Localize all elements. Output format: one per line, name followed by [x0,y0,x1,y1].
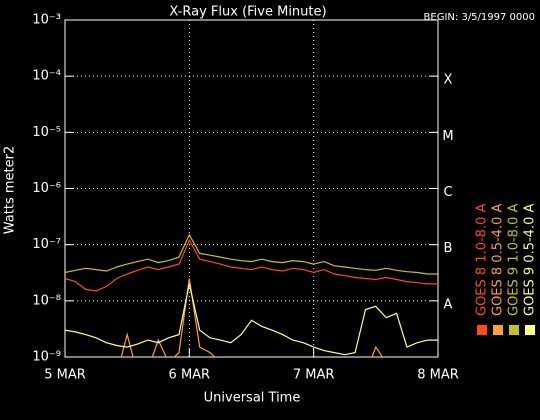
legend-label: GOES 8 0.5-4.0 A [491,204,506,316]
x-tick-label: 8 MAR [417,368,459,383]
series-line [65,233,438,275]
x-tick-label: 7 MAR [293,368,335,383]
series-line [65,238,438,292]
x-axis-label: Universal Time [204,391,301,406]
y-tick-label: 10⁻⁹ [32,350,61,365]
x-tick-label: 5 MAR [44,368,86,383]
y-tick-label: 10⁻⁷ [32,237,61,252]
legend-label: GOES 9 0.5-4.0 A [523,204,538,316]
y2-tick-label: X [444,73,453,88]
legend-label: GOES 9 1.0-8.0 A [507,204,522,316]
x-tick-label: 6 MAR [169,368,211,383]
series-line [65,283,438,356]
legend-swatch [493,325,503,335]
y-tick-label: 10⁻⁶ [32,181,61,196]
plot-lines [65,233,438,357]
chart-title: X-Ray Flux (Five Minute) [169,5,326,20]
y2-tick-label: M [442,129,453,144]
y-tick-label: 10⁻³ [32,13,61,28]
legend-swatch [477,325,487,335]
y2-tick-label: A [444,297,453,312]
series-line [120,278,384,357]
y2-tick-label: B [444,241,453,256]
chart-subtitle: BEGIN: 3/5/1997 0000 [424,12,535,23]
plot-frame [64,19,439,358]
y-tick-label: 10⁻⁸ [32,293,61,308]
legend-swatch [509,325,519,335]
y-tick-label: 10⁻⁵ [32,125,61,140]
y-axis-label: Watts meter2 [3,146,18,234]
legend-swatch [525,325,535,335]
legend-label: GOES 8 1.0-8.0 A [475,204,490,316]
y2-tick-label: C [443,185,452,200]
y-tick-label: 10⁻⁴ [32,69,61,84]
